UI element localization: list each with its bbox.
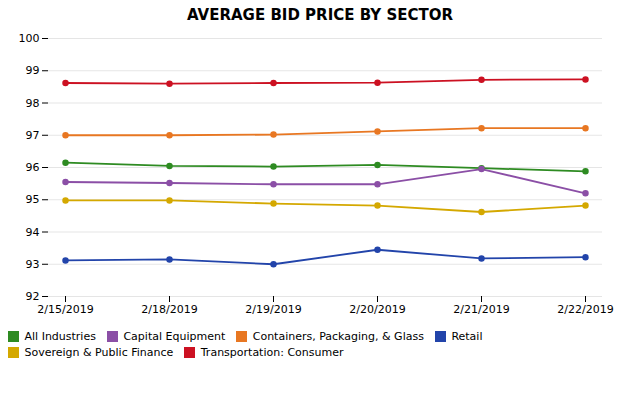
svg-text:93: 93 bbox=[26, 258, 40, 271]
svg-text:100: 100 bbox=[19, 32, 40, 45]
svg-text:2/15/2019: 2/15/2019 bbox=[37, 303, 93, 316]
svg-text:99: 99 bbox=[26, 64, 40, 77]
svg-text:92: 92 bbox=[26, 290, 40, 303]
svg-text:94: 94 bbox=[26, 226, 40, 239]
svg-text:2/20/2019: 2/20/2019 bbox=[349, 303, 405, 316]
html-text:All Industries: All Industries bbox=[24, 329, 96, 343]
svg-text:96: 96 bbox=[26, 161, 40, 174]
html-text:Containers, Packaging, & Glass: Containers, Packaging, & Glass bbox=[252, 329, 424, 343]
html-text:Retail: Retail bbox=[451, 329, 483, 343]
html-text:Capital Equipment: Capital Equipment bbox=[123, 329, 226, 343]
html-text:Transportation: Consumer: Transportation: Consumer bbox=[200, 346, 344, 360]
svg-text:95: 95 bbox=[26, 193, 40, 206]
svg-text:2/19/2019: 2/19/2019 bbox=[245, 303, 301, 316]
svg-text:98: 98 bbox=[26, 97, 40, 110]
svg-text:97: 97 bbox=[26, 129, 40, 142]
svg-text:2/18/2019: 2/18/2019 bbox=[141, 303, 197, 316]
html-text:AVERAGE BID PRICE BY SECTOR: AVERAGE BID PRICE BY SECTOR bbox=[187, 6, 453, 24]
html-text:Sovereign & Public Finance: Sovereign & Public Finance bbox=[24, 346, 174, 360]
svg-text:2/22/2019: 2/22/2019 bbox=[557, 303, 613, 316]
svg-text:2/21/2019: 2/21/2019 bbox=[453, 303, 509, 316]
